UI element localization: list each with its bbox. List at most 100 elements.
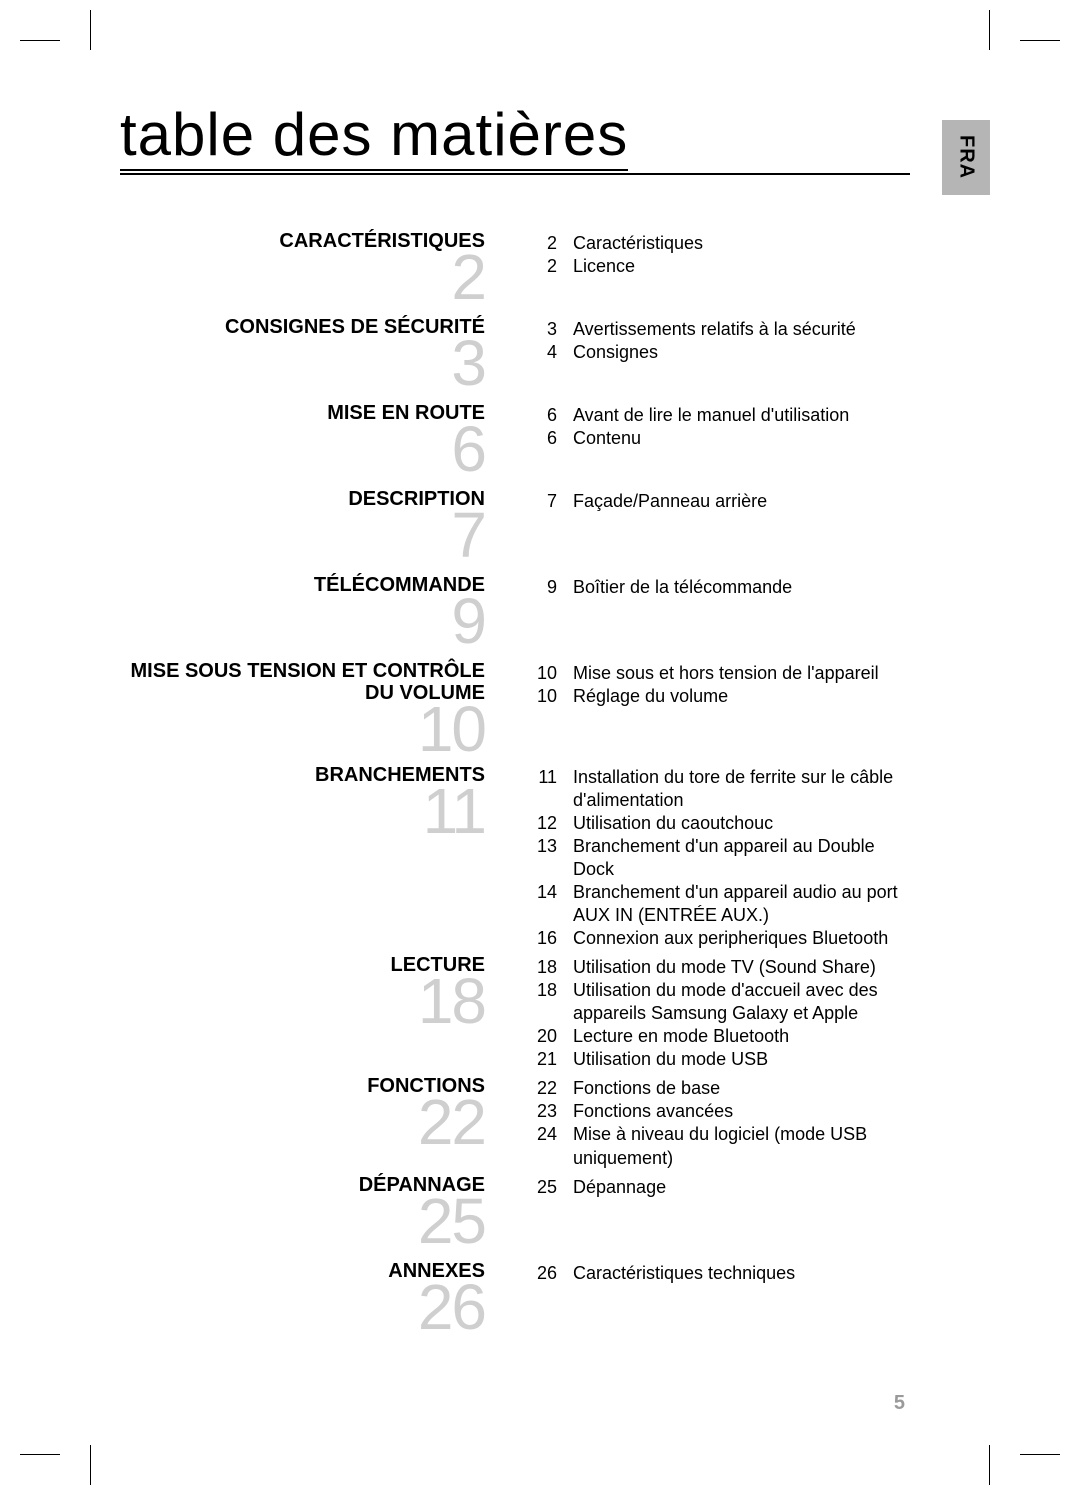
- toc-entry: 21Utilisation du mode USB: [527, 1048, 910, 1071]
- toc-section-bignum: 18: [120, 974, 485, 1028]
- toc-section-left: ANNEXES26: [120, 1260, 485, 1342]
- toc-section-bignum: 22: [120, 1095, 485, 1149]
- toc-entry-page: 10: [527, 685, 557, 708]
- toc-entry: 6Contenu: [527, 427, 910, 450]
- toc-entry-label: Lecture en mode Bluetooth: [557, 1025, 910, 1048]
- toc-entry-label: Utilisation du mode TV (Sound Share): [557, 956, 910, 979]
- toc-section-left: CARACTÉRISTIQUES2: [120, 230, 485, 312]
- toc-entry-label: Façade/Panneau arrière: [557, 490, 910, 513]
- toc-section-entries: 22Fonctions de base23Fonctions avancées2…: [485, 1075, 910, 1169]
- toc-entry-label: Utilisation du caoutchouc: [557, 812, 910, 835]
- toc-entry-label: Branchement d'un appareil audio au port …: [557, 881, 910, 927]
- toc-entry: 4Consignes: [527, 341, 910, 364]
- toc-entry-label: Consignes: [557, 341, 910, 364]
- toc-section-left: LECTURE18: [120, 954, 485, 1071]
- toc-entry: 23Fonctions avancées: [527, 1100, 910, 1123]
- toc-section: FONCTIONS2222Fonctions de base23Fonction…: [120, 1075, 910, 1169]
- toc-entry: 22Fonctions de base: [527, 1077, 910, 1100]
- toc-section-bignum: 6: [120, 422, 485, 476]
- toc-entry-page: 20: [527, 1025, 557, 1048]
- toc-entry-label: Fonctions de base: [557, 1077, 910, 1100]
- page-title: table des matières: [120, 100, 628, 171]
- toc-entry-label: Fonctions avancées: [557, 1100, 910, 1123]
- toc-entry-label: Caractéristiques: [557, 232, 910, 255]
- toc-entry: 6Avant de lire le manuel d'utilisation: [527, 404, 910, 427]
- toc-section-bignum: 9: [120, 594, 485, 648]
- toc-entry-label: Installation du tore de ferrite sur le c…: [557, 766, 910, 812]
- toc-section-left: MISE SOUS TENSION ET CONTRÔLE DU VOLUME1…: [120, 660, 485, 760]
- toc-section-title: MISE EN ROUTE: [120, 402, 485, 424]
- toc-entry-page: 25: [527, 1176, 557, 1199]
- toc-section-left: TÉLÉCOMMANDE9: [120, 574, 485, 656]
- toc-section-left: CONSIGNES DE SÉCURITÉ3: [120, 316, 485, 398]
- toc-section: CARACTÉRISTIQUES22Caractéristiques2Licen…: [120, 230, 910, 312]
- toc-entry-page: 14: [527, 881, 557, 927]
- toc-entry-page: 2: [527, 232, 557, 255]
- page-number: 5: [894, 1392, 905, 1415]
- toc-entry: 2Caractéristiques: [527, 232, 910, 255]
- toc-entry-page: 18: [527, 979, 557, 1025]
- toc-entry-label: Connexion aux peripheriques Bluetooth: [557, 927, 910, 950]
- toc-entry: 24Mise à niveau du logiciel (mode USB un…: [527, 1123, 910, 1169]
- toc-section: MISE EN ROUTE66Avant de lire le manuel d…: [120, 402, 910, 484]
- toc-section-entries: 2Caractéristiques2Licence: [485, 230, 910, 312]
- toc-section-bignum: 7: [120, 508, 485, 562]
- toc-entry: 10Mise sous et hors tension de l'apparei…: [527, 662, 910, 685]
- toc-section-left: FONCTIONS22: [120, 1075, 485, 1169]
- toc-entry-page: 18: [527, 956, 557, 979]
- toc-section-title: CONSIGNES DE SÉCURITÉ: [120, 316, 485, 338]
- toc-entry: 12Utilisation du caoutchouc: [527, 812, 910, 835]
- toc-entry-label: Caractéristiques techniques: [557, 1262, 910, 1285]
- crop-mark: [20, 1454, 60, 1455]
- toc-entry: 7Façade/Panneau arrière: [527, 490, 910, 513]
- toc-entry: 25Dépannage: [527, 1176, 910, 1199]
- toc-entry: 13Branchement d'un appareil au Double Do…: [527, 835, 910, 881]
- toc-entry-page: 6: [527, 404, 557, 427]
- crop-mark: [1020, 1454, 1060, 1455]
- toc-entry-label: Branchement d'un appareil au Double Dock: [557, 835, 910, 881]
- language-tab: FRA: [942, 120, 990, 195]
- toc-section-entries: 11Installation du tore de ferrite sur le…: [485, 764, 910, 950]
- toc-entry-label: Mise à niveau du logiciel (mode USB uniq…: [557, 1123, 910, 1169]
- crop-mark: [1020, 40, 1060, 41]
- toc-section-bignum: 10: [120, 702, 485, 756]
- toc-entry: 16Connexion aux peripheriques Bluetooth: [527, 927, 910, 950]
- toc-section-bignum: 11: [120, 784, 485, 838]
- toc-entry-page: 7: [527, 490, 557, 513]
- toc-entry-page: 16: [527, 927, 557, 950]
- toc-section-title: TÉLÉCOMMANDE: [120, 574, 485, 596]
- toc-entry-page: 24: [527, 1123, 557, 1169]
- toc-entry-page: 11: [527, 766, 557, 812]
- toc-entry-page: 21: [527, 1048, 557, 1071]
- toc-entry-page: 4: [527, 341, 557, 364]
- table-of-contents: CARACTÉRISTIQUES22Caractéristiques2Licen…: [120, 230, 910, 1346]
- toc-section: ANNEXES2626Caractéristiques techniques: [120, 1260, 910, 1342]
- toc-entry-page: 6: [527, 427, 557, 450]
- toc-section-left: MISE EN ROUTE6: [120, 402, 485, 484]
- toc-section-left: DESCRIPTION7: [120, 488, 485, 570]
- toc-section: DÉPANNAGE2525Dépannage: [120, 1174, 910, 1256]
- toc-section-entries: 6Avant de lire le manuel d'utilisation6C…: [485, 402, 910, 484]
- toc-entry: 20Lecture en mode Bluetooth: [527, 1025, 910, 1048]
- toc-entry-label: Utilisation du mode USB: [557, 1048, 910, 1071]
- toc-entry: 18Utilisation du mode d'accueil avec des…: [527, 979, 910, 1025]
- toc-section-entries: 7Façade/Panneau arrière: [485, 488, 910, 570]
- toc-entry: 3Avertissements relatifs à la sécurité: [527, 318, 910, 341]
- toc-entry-label: Utilisation du mode d'accueil avec des a…: [557, 979, 910, 1025]
- toc-entry: 18Utilisation du mode TV (Sound Share): [527, 956, 910, 979]
- toc-section-bignum: 2: [120, 250, 485, 304]
- toc-section: BRANCHEMENTS1111Installation du tore de …: [120, 764, 910, 950]
- toc-section-bignum: 25: [120, 1194, 485, 1248]
- toc-section-left: BRANCHEMENTS11: [120, 764, 485, 950]
- toc-entry: 11Installation du tore de ferrite sur le…: [527, 766, 910, 812]
- toc-section-title: CARACTÉRISTIQUES: [120, 230, 485, 252]
- toc-section-entries: 3Avertissements relatifs à la sécurité4C…: [485, 316, 910, 398]
- toc-section-title: DESCRIPTION: [120, 488, 485, 510]
- toc-entry-page: 2: [527, 255, 557, 278]
- toc-entry-label: Contenu: [557, 427, 910, 450]
- language-tab-label: FRA: [955, 135, 978, 179]
- toc-entry: 10Réglage du volume: [527, 685, 910, 708]
- toc-entry-label: Avertissements relatifs à la sécurité: [557, 318, 910, 341]
- toc-entry-page: 10: [527, 662, 557, 685]
- toc-entry-page: 9: [527, 576, 557, 599]
